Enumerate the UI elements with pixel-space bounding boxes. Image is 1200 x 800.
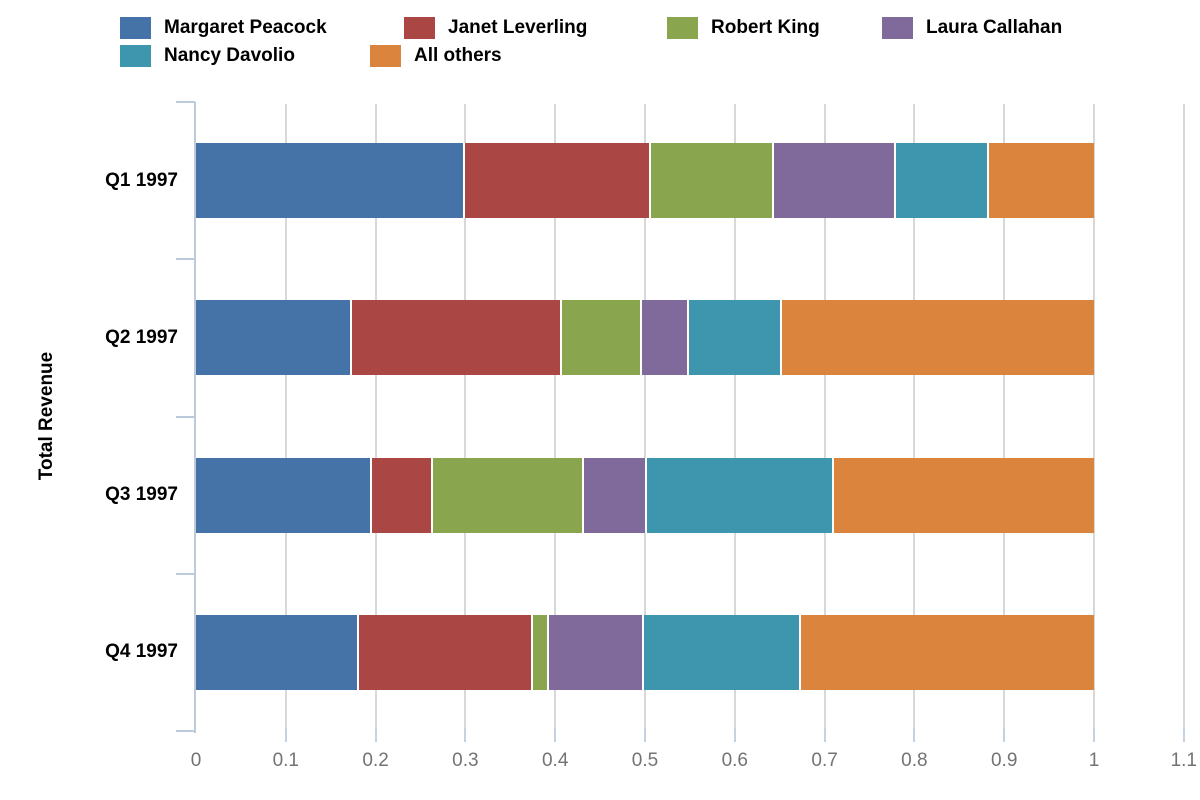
x-tick-label: 1 (1088, 750, 1100, 771)
x-tick-label: 0.6 (721, 750, 749, 771)
x-axis-tick (284, 728, 287, 742)
bar-segment-margaret-peacock[interactable] (196, 143, 463, 219)
bar-segment-margaret-peacock[interactable] (196, 614, 357, 690)
legend-item-robert-king[interactable]: Robert King (667, 17, 820, 39)
bar-segment-laura-callahan[interactable] (771, 143, 894, 219)
bar-segment-nancy-davolio[interactable] (642, 614, 800, 690)
x-tick-label: 0.8 (901, 750, 928, 771)
gridline (374, 104, 377, 728)
legend-label: Margaret Peacock (164, 17, 327, 38)
x-axis-tick (1182, 728, 1185, 742)
x-tick-label: 0.5 (631, 750, 659, 771)
y-axis-tick (176, 415, 195, 418)
x-tick-label: 0.2 (362, 750, 389, 771)
bar-segment-laura-callahan[interactable] (547, 614, 643, 690)
bar-segment-nancy-davolio[interactable] (893, 143, 988, 219)
gridline (644, 104, 646, 728)
bar-segment-robert-king[interactable] (530, 614, 548, 690)
bar-segment-all-others[interactable] (779, 300, 1094, 376)
bar-segment-all-others[interactable] (987, 143, 1094, 219)
gridline (464, 104, 467, 728)
bar-segment-janet-leverling[interactable] (370, 457, 432, 533)
y-axis-title: Total Revenue (36, 351, 57, 481)
bar-segment-laura-callahan[interactable] (639, 300, 688, 376)
legend-label: Janet Leverling (448, 17, 588, 38)
x-tick-label: 0.1 (272, 750, 300, 771)
x-axis-tick (374, 728, 377, 742)
legend-swatch-nancy-davolio (120, 45, 151, 67)
legend-item-janet-leverling[interactable]: Janet Leverling (404, 17, 587, 39)
bar-segment-janet-leverling[interactable] (349, 300, 560, 376)
legend-swatch-all-others (370, 45, 401, 67)
gridline (823, 104, 826, 728)
bar-segment-laura-callahan[interactable] (582, 457, 645, 533)
x-axis-tick (1093, 728, 1095, 742)
x-axis-tick (644, 728, 646, 742)
bar-segment-robert-king[interactable] (431, 457, 583, 533)
gridline (1093, 104, 1095, 728)
y-axis-tick (176, 572, 195, 575)
x-tick-label: 0 (190, 750, 202, 771)
category-label-q2-1997: Q2 1997 (105, 326, 178, 348)
y-axis-line (194, 102, 196, 733)
bar-segment-all-others[interactable] (831, 457, 1094, 533)
legend-label: Laura Callahan (926, 17, 1063, 38)
legend-item-all-others[interactable]: All others (370, 45, 502, 67)
category-label-q4-1997: Q4 1997 (105, 641, 178, 663)
bar-segment-nancy-davolio[interactable] (645, 457, 832, 533)
legend-swatch-janet-leverling (404, 17, 435, 39)
legend-label: All others (414, 45, 502, 66)
y-axis-tick (176, 101, 195, 103)
y-axis-tick (176, 730, 195, 732)
x-tick-label: 0.3 (452, 750, 479, 771)
legend-swatch-margaret-peacock (120, 17, 151, 39)
x-tick-label: 1.1 (1170, 750, 1198, 771)
legend-label: Robert King (711, 17, 820, 38)
legend-label: Nancy Davolio (164, 45, 295, 66)
gridline (1182, 104, 1185, 728)
x-axis-tick (823, 728, 826, 742)
bar-segment-nancy-davolio[interactable] (687, 300, 780, 376)
bar-segment-margaret-peacock[interactable] (196, 300, 350, 376)
bar-segment-janet-leverling[interactable] (462, 143, 649, 219)
bar-segment-robert-king[interactable] (648, 143, 772, 219)
legend-swatch-robert-king (667, 17, 698, 39)
x-tick-label: 0.7 (811, 750, 838, 771)
x-axis-tick (554, 728, 557, 742)
bar-segment-all-others[interactable] (799, 614, 1094, 690)
x-tick-label: 0.4 (541, 750, 569, 771)
x-axis-tick (464, 728, 467, 742)
legend-item-margaret-peacock[interactable]: Margaret Peacock (120, 17, 327, 39)
legend-item-nancy-davolio[interactable]: Nancy Davolio (120, 45, 295, 67)
bar-segment-robert-king[interactable] (559, 300, 640, 376)
bar-segment-margaret-peacock[interactable] (196, 457, 371, 533)
gridline (284, 104, 287, 728)
legend-swatch-laura-callahan (882, 17, 913, 39)
x-axis-tick (1003, 728, 1006, 742)
y-axis-tick (176, 258, 195, 261)
gridline (554, 104, 557, 728)
gridline (913, 104, 916, 728)
category-label-q1-1997: Q1 1997 (105, 169, 178, 191)
bar-segment-janet-leverling[interactable] (356, 614, 531, 690)
legend-item-laura-callahan[interactable]: Laura Callahan (882, 17, 1062, 39)
gridline (733, 104, 736, 728)
x-axis-tick (733, 728, 736, 742)
category-label-q3-1997: Q3 1997 (105, 484, 178, 506)
x-tick-label: 0.9 (990, 750, 1018, 771)
x-axis-tick (913, 728, 916, 742)
gridline (1003, 104, 1006, 728)
